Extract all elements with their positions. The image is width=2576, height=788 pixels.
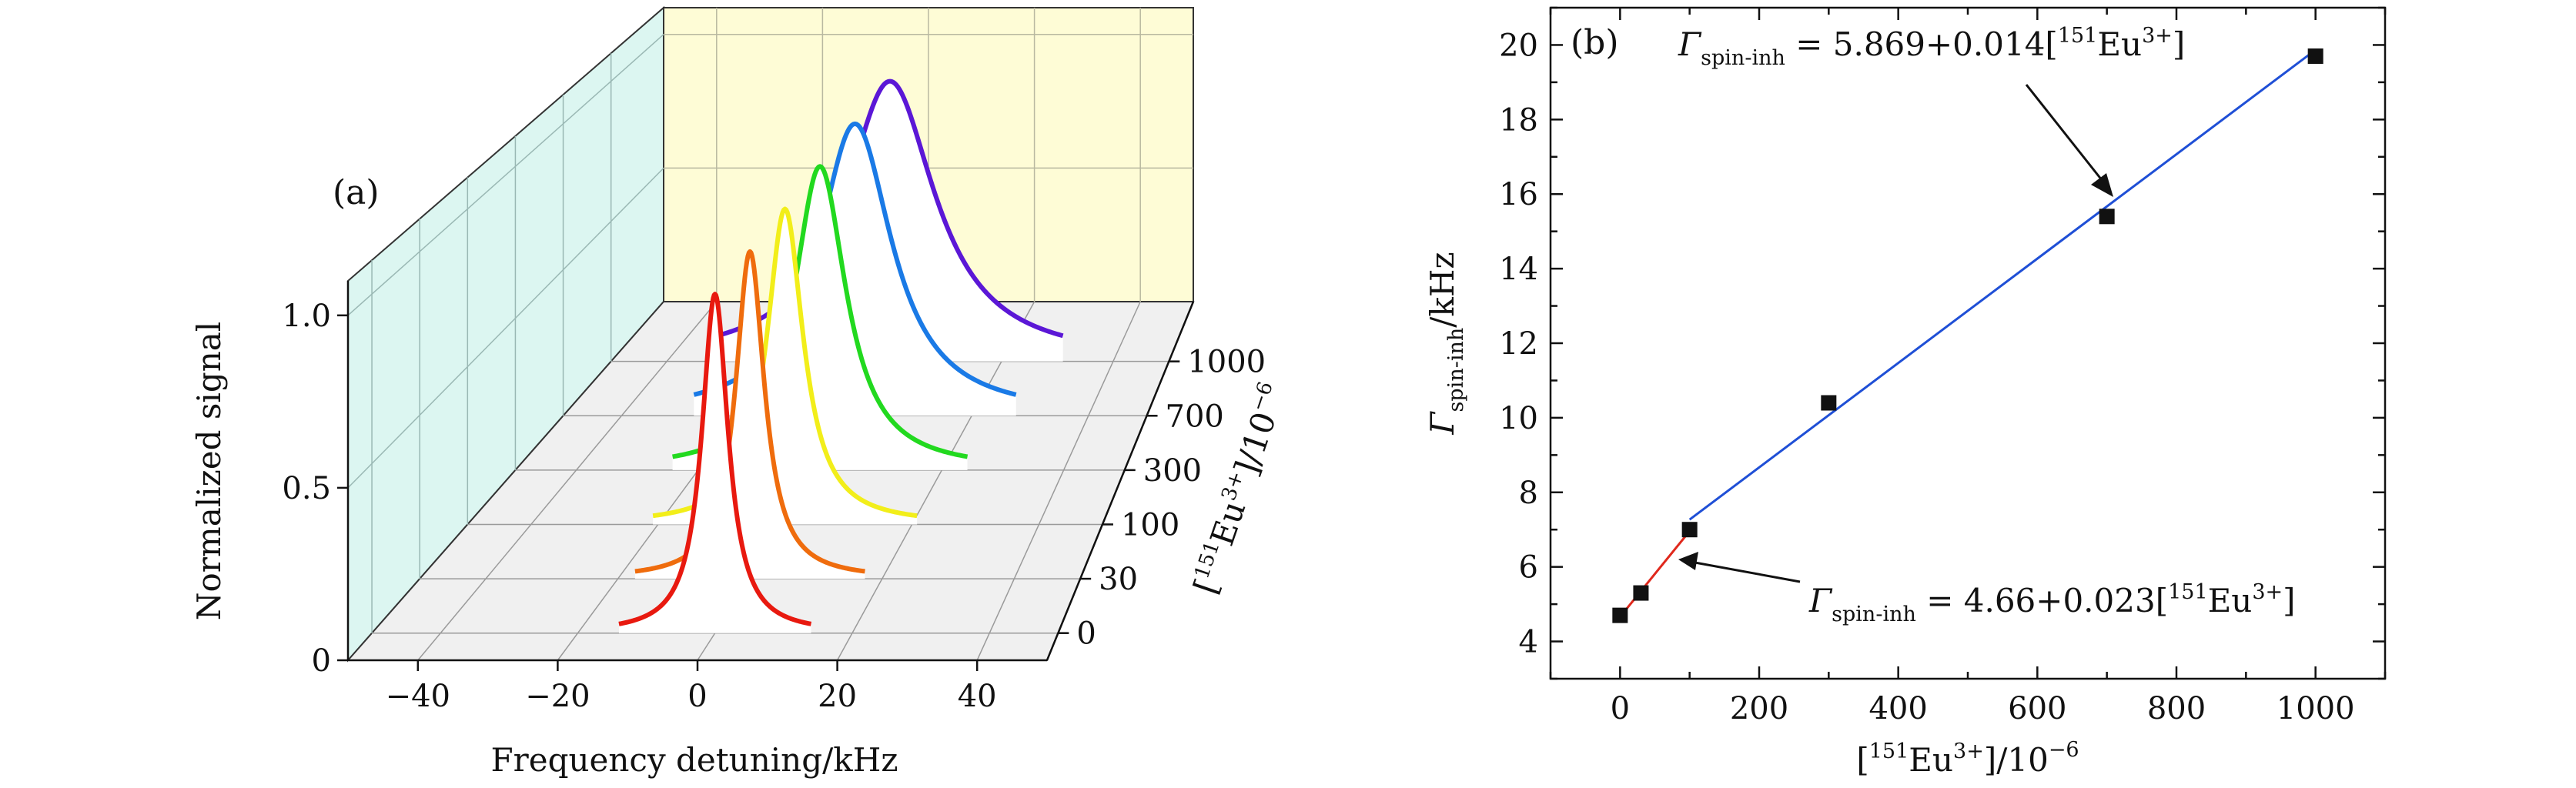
fit-line-blue (1688, 48, 2317, 521)
arrowhead-red (1678, 552, 1698, 570)
y-tick-label-b: 4 (1519, 625, 1538, 660)
panel-b: 0 200 400 600 800 1000 4 6 8 10 12 14 16 18 20 (b) Γs… (1423, 6, 2387, 779)
fit-lines (1619, 48, 2317, 618)
spectrum-fill-0 (618, 294, 811, 633)
z-tick-label: 1000 (1187, 345, 1266, 380)
y-tick-label-b: 10 (1499, 401, 1538, 436)
x-tick-label-b: 800 (2147, 691, 2206, 726)
y-tick-label: 1.0 (282, 299, 331, 334)
y-ticks: 0 0.5 1.0 (282, 299, 348, 679)
x-axis-title-b: [151Eu3+]/10−6 (1856, 738, 2079, 779)
annotation-arrow-red (1690, 560, 1801, 583)
plot-frame-b (1549, 6, 2387, 680)
y-axis-title: Normalized signal (190, 322, 228, 620)
y-tick-label-b: 16 (1499, 177, 1538, 212)
y-tick-label-b: 14 (1499, 252, 1538, 287)
data-point (1681, 522, 1698, 538)
z-tick-label: 300 (1143, 453, 1202, 489)
spectrum-fill-300 (672, 166, 968, 470)
z-ticks: 030 100 300 700 1000 (1058, 345, 1266, 652)
y-tick-label-b: 20 (1499, 28, 1538, 63)
arrowhead-blue (2091, 173, 2113, 197)
z-tick-label: 30 (1099, 562, 1138, 597)
data-points (1612, 48, 2323, 623)
spectrum-fill-700 (694, 123, 1016, 416)
panel-label-b: (b) (1571, 23, 1619, 62)
panel-label-a: (a) (333, 173, 380, 212)
y-tick-label-b: 18 (1499, 102, 1538, 138)
y-ticks-b: 4 6 8 10 12 14 16 18 20 (1499, 6, 2385, 680)
x-tick-label: −40 (386, 679, 450, 714)
z-tick-label: 700 (1166, 399, 1224, 434)
data-point (1612, 607, 1628, 623)
spectrum-line-30 (634, 249, 867, 574)
data-point (1821, 395, 1837, 411)
spectrum-fill-100 (653, 209, 918, 525)
x-tick-label-b: 200 (1730, 691, 1788, 726)
z-tick-label: 100 (1121, 507, 1179, 543)
x-ticks-b: 0 200 400 600 800 1000 (1549, 8, 2387, 726)
x-axis-title: Frequency detuning/kHz (491, 741, 898, 779)
y-tick-label-b: 8 (1519, 476, 1538, 511)
x-ticks: −40 −20 0 20 40 (386, 660, 997, 714)
y-tick-label: 0 (312, 643, 331, 679)
x-tick-label: 20 (818, 679, 857, 714)
fit-line-red (1619, 530, 1691, 618)
data-point (2099, 209, 2115, 225)
x-tick-label-b: 1000 (2277, 691, 2355, 726)
data-point (2307, 48, 2323, 64)
y-tick-label: 0.5 (282, 471, 331, 506)
x-tick-label-b: 600 (2008, 691, 2066, 726)
z-tick-label: 0 (1076, 616, 1096, 652)
spectrum-fill-30 (634, 251, 865, 579)
data-point (1633, 585, 1649, 601)
annotation-arrow-blue (2025, 84, 2109, 189)
x-tick-label: 0 (687, 679, 707, 714)
spectra (617, 78, 1064, 633)
y-tick-label-b: 6 (1519, 550, 1538, 586)
fit-label-red: Γspin-inh = 4.66+0.023[151Eu3+] (1808, 580, 2296, 626)
x-tick-label: 40 (958, 679, 997, 714)
x-tick-label: −20 (525, 679, 590, 714)
y-tick-label-b: 12 (1499, 326, 1538, 362)
x-tick-label-b: 0 (1611, 691, 1630, 726)
y-axis-title-b: Γspin-inh/kHz (1423, 252, 1468, 435)
spectrum-line-0 (617, 292, 813, 626)
fit-label-blue: Γspin-inh = 5.869+0.014[151Eu3+] (1678, 24, 2185, 70)
x-tick-label-b: 400 (1868, 691, 1927, 726)
